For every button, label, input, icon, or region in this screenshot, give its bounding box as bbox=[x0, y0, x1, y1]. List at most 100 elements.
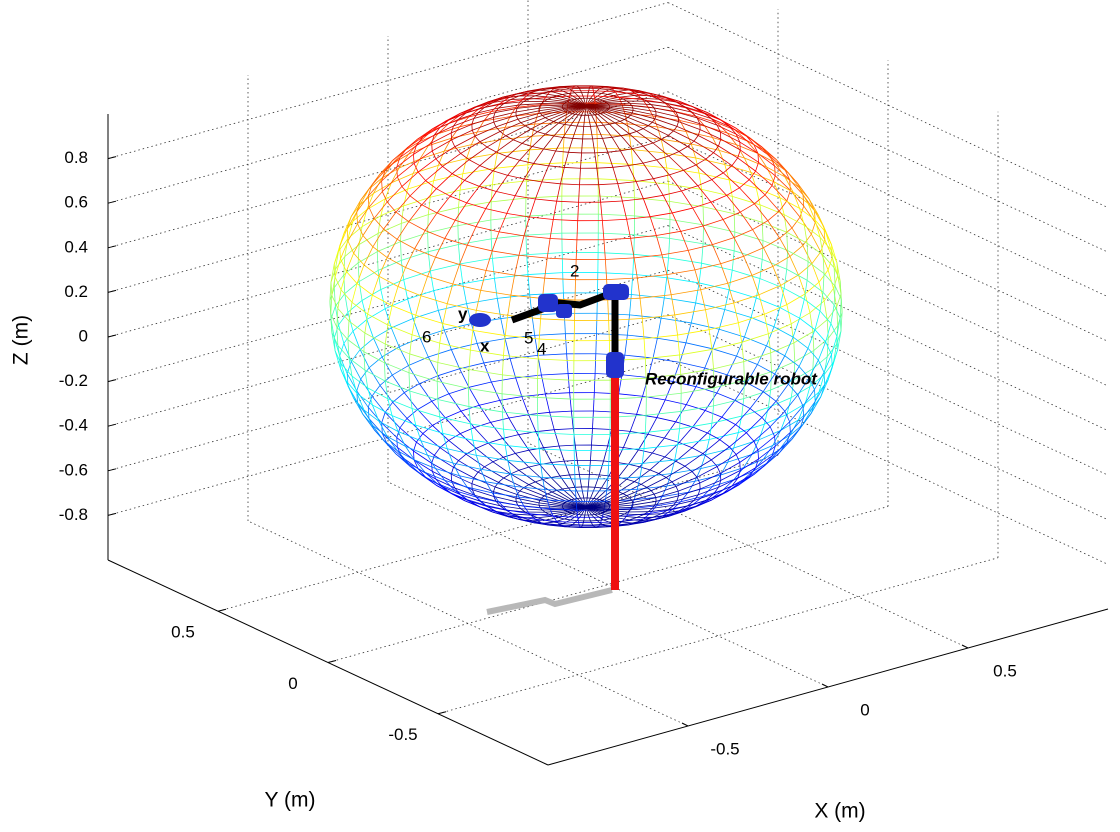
mesh-line bbox=[676, 461, 685, 466]
mesh-line bbox=[535, 114, 538, 125]
mesh-line bbox=[538, 132, 546, 134]
mesh-line bbox=[450, 196, 467, 203]
mesh-line bbox=[601, 93, 607, 94]
mesh-line bbox=[453, 463, 481, 469]
mesh-line bbox=[680, 343, 686, 363]
mesh-line bbox=[702, 263, 733, 270]
mesh-line bbox=[613, 166, 629, 168]
mesh-line bbox=[728, 454, 752, 462]
mesh-line bbox=[539, 449, 540, 464]
mesh-line bbox=[412, 408, 416, 425]
x-tick-label: 0 bbox=[860, 700, 869, 719]
mesh-line bbox=[688, 245, 712, 251]
joint bbox=[556, 304, 572, 318]
mesh-line bbox=[469, 147, 487, 160]
mesh-line bbox=[509, 418, 519, 435]
mesh-line bbox=[554, 136, 563, 137]
mesh-line bbox=[744, 248, 764, 257]
mesh-line bbox=[541, 464, 543, 478]
mesh-line bbox=[529, 412, 550, 414]
mesh-line bbox=[540, 90, 551, 91]
mesh-line bbox=[603, 124, 609, 125]
mesh-line bbox=[510, 355, 538, 358]
mesh-line bbox=[756, 298, 780, 308]
mesh-line bbox=[736, 337, 744, 356]
mesh-line bbox=[515, 453, 528, 467]
mesh-line bbox=[422, 189, 437, 205]
mesh-line bbox=[491, 382, 499, 400]
mesh-line bbox=[486, 270, 515, 275]
mesh-line bbox=[643, 146, 656, 160]
mesh-line bbox=[536, 430, 554, 432]
mesh-line bbox=[608, 300, 609, 320]
mesh-line bbox=[622, 201, 626, 219]
mesh-line bbox=[601, 201, 623, 202]
mesh-line bbox=[768, 211, 780, 221]
z-tick-label: -0.4 bbox=[59, 416, 88, 435]
mesh-line bbox=[553, 219, 577, 220]
mesh-line bbox=[494, 153, 497, 168]
mesh-line bbox=[790, 246, 803, 257]
mesh-line bbox=[385, 381, 388, 399]
mesh-line bbox=[539, 319, 540, 339]
mesh-line bbox=[702, 189, 733, 196]
mesh-line bbox=[686, 343, 713, 349]
mesh-line bbox=[508, 160, 520, 175]
mesh-line bbox=[434, 284, 463, 291]
mesh-line bbox=[579, 185, 580, 203]
mesh-line bbox=[608, 151, 621, 152]
mesh-line bbox=[479, 186, 496, 191]
mesh-line bbox=[496, 140, 513, 152]
mesh-line bbox=[359, 282, 362, 301]
mesh-line bbox=[391, 318, 413, 327]
mesh-line bbox=[705, 440, 709, 455]
mesh-line bbox=[519, 497, 524, 506]
mesh-line bbox=[415, 249, 436, 257]
mesh-line bbox=[535, 479, 542, 481]
mesh-line bbox=[504, 474, 511, 478]
mesh-line bbox=[751, 318, 774, 327]
mesh-line bbox=[418, 172, 425, 181]
mesh-line bbox=[368, 314, 388, 325]
mesh-line bbox=[667, 270, 695, 275]
mesh-line bbox=[579, 474, 581, 487]
mesh-line bbox=[502, 355, 503, 374]
mesh-line bbox=[640, 298, 642, 318]
mesh-line bbox=[826, 342, 832, 355]
mesh-line bbox=[618, 464, 628, 477]
mesh-line bbox=[500, 397, 522, 401]
mesh-line bbox=[393, 402, 407, 418]
mesh-line bbox=[409, 373, 437, 382]
grid-line bbox=[668, 359, 1108, 564]
mesh-line bbox=[787, 232, 807, 243]
mesh-line bbox=[751, 298, 756, 318]
mesh-line bbox=[740, 462, 741, 470]
mesh-line bbox=[563, 273, 564, 293]
mesh-line bbox=[633, 164, 634, 180]
mesh-line bbox=[556, 137, 563, 151]
mesh-line bbox=[537, 397, 573, 399]
mesh-line bbox=[404, 142, 419, 151]
mesh-line bbox=[571, 125, 577, 126]
mesh-line bbox=[340, 229, 348, 246]
mesh-line bbox=[709, 330, 712, 350]
mesh-line bbox=[541, 496, 544, 498]
mesh-line bbox=[667, 275, 671, 295]
mesh-line bbox=[584, 515, 585, 521]
mesh-line bbox=[736, 441, 754, 454]
mesh-line bbox=[576, 240, 577, 260]
z-tick-label: -0.2 bbox=[59, 371, 88, 390]
mesh-line bbox=[511, 275, 515, 295]
mesh-line bbox=[484, 462, 492, 467]
mesh-line bbox=[392, 375, 404, 393]
mesh-line bbox=[653, 175, 669, 179]
grid-line bbox=[108, 270, 668, 426]
y-axis-label: Y (m) bbox=[265, 789, 316, 812]
mesh-line bbox=[605, 259, 606, 279]
mesh-line bbox=[593, 393, 594, 411]
mesh-line bbox=[529, 415, 536, 432]
mesh-line bbox=[752, 266, 773, 275]
mesh-line bbox=[568, 374, 570, 393]
mesh-line bbox=[548, 492, 552, 494]
